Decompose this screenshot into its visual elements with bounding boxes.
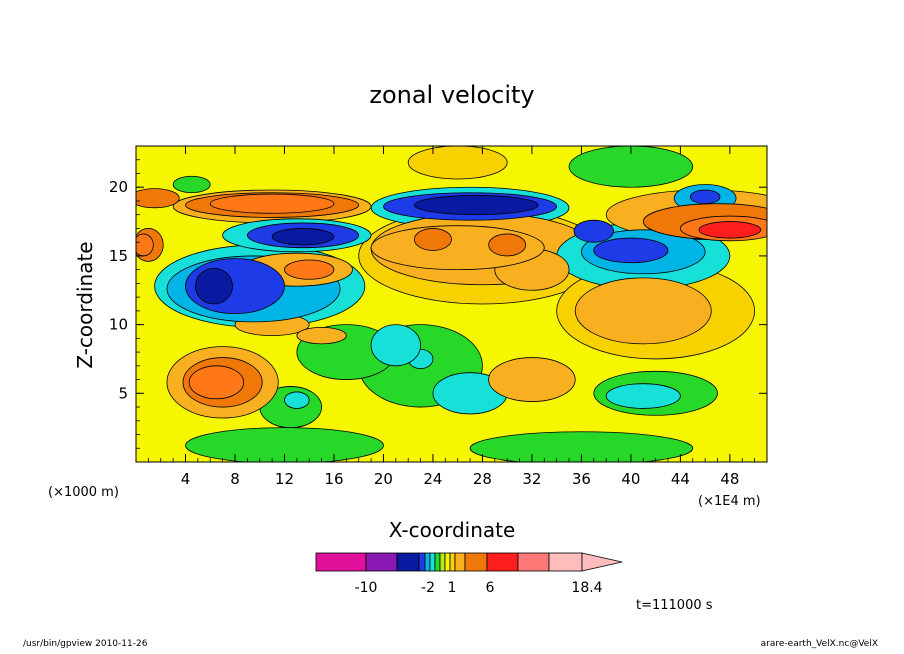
x-tick-label: 40 bbox=[621, 470, 640, 488]
contour-region-46 bbox=[689, 189, 721, 205]
x-tick-label: 12 bbox=[275, 470, 294, 488]
colorbar-swatch-2 bbox=[396, 552, 420, 572]
footer-left: /usr/bin/gpview 2010-11-26 bbox=[23, 639, 148, 649]
x-tick-label: 44 bbox=[671, 470, 690, 488]
contour-region-41 bbox=[413, 228, 452, 251]
contour-region-5 bbox=[469, 431, 694, 462]
x-tick-label: 48 bbox=[720, 470, 739, 488]
contour-region-15 bbox=[407, 146, 508, 180]
colorbar-swatch-10 bbox=[454, 552, 466, 572]
colorbar-label: -10 bbox=[355, 580, 378, 596]
x-tick-label: 32 bbox=[522, 470, 541, 488]
contour-region-4 bbox=[185, 427, 384, 462]
colorbar-swatch-9 bbox=[449, 552, 456, 572]
colorbar-swatch-1 bbox=[365, 552, 398, 572]
footer-right: arare-earth_VelX.nc@VelX bbox=[760, 639, 878, 649]
x-tick-label: 4 bbox=[181, 470, 191, 488]
colorbar-swatch-8 bbox=[444, 552, 451, 572]
contour-region-47 bbox=[188, 365, 245, 400]
colorbar-label: 1 bbox=[448, 580, 457, 596]
contour-region-25 bbox=[296, 326, 347, 345]
x-tick-label: 20 bbox=[374, 470, 393, 488]
colorbar-swatch-3 bbox=[418, 552, 426, 572]
x-tick-label: 16 bbox=[324, 470, 343, 488]
colorbar-label: 18.4 bbox=[571, 580, 602, 596]
contour-region-48 bbox=[194, 267, 233, 305]
colorbar-swatch-14 bbox=[548, 552, 583, 572]
x-tick-label: 28 bbox=[473, 470, 492, 488]
contour-region-53 bbox=[413, 195, 539, 216]
y-axis: 5 10 15 20 bbox=[109, 159, 767, 449]
colorbar-swatch-5 bbox=[429, 552, 436, 572]
velocity-field bbox=[136, 146, 767, 462]
colorbar-swatch-6 bbox=[434, 552, 441, 572]
y-tick-label: 20 bbox=[109, 178, 128, 196]
x-unit-left: (×1000 m) bbox=[48, 485, 119, 500]
plot-frame bbox=[135, 145, 768, 463]
contour-region-6 bbox=[568, 146, 694, 188]
x-axis: 4 8 12 16 20 24 28 32 36 40 44 48 bbox=[147, 146, 756, 488]
contour-region-7 bbox=[172, 175, 211, 194]
colorbar: -10 -2 1 6 18.4 bbox=[315, 552, 623, 596]
x-tick-label: 8 bbox=[230, 470, 240, 488]
contour-region-44 bbox=[593, 237, 669, 264]
colorbar-swatch-0 bbox=[315, 552, 367, 572]
contour-region-50 bbox=[209, 193, 335, 214]
x-unit-right: (×1E4 m) bbox=[698, 494, 761, 509]
y-tick-label: 5 bbox=[118, 384, 128, 402]
colorbar-swatch-11 bbox=[464, 552, 488, 572]
plot-area bbox=[135, 145, 768, 463]
contour-region-51 bbox=[271, 228, 335, 246]
colorbar-label: 6 bbox=[486, 580, 495, 596]
colorbar-label: -2 bbox=[421, 580, 435, 596]
x-tick-label: 36 bbox=[572, 470, 591, 488]
contour-region-22 bbox=[574, 277, 712, 345]
contour-region-23 bbox=[488, 357, 576, 402]
y-tick-label: 15 bbox=[109, 247, 128, 265]
y-axis-label: Z-coordinate bbox=[73, 241, 97, 368]
colorbar-swatch-7 bbox=[439, 552, 446, 572]
y-tick-label: 10 bbox=[109, 316, 128, 334]
colorbar-swatch-12 bbox=[486, 552, 519, 572]
x-axis-label: X-coordinate bbox=[389, 518, 516, 542]
colorbar-swatch-4 bbox=[424, 552, 431, 572]
chart-title: zonal velocity bbox=[369, 81, 534, 109]
contour-region-42 bbox=[488, 233, 527, 257]
contour-region-13 bbox=[370, 324, 421, 367]
contour-region-10 bbox=[605, 383, 681, 409]
contour-region-45 bbox=[573, 219, 614, 243]
time-label: t=111000 s bbox=[636, 598, 713, 613]
x-tick-label: 24 bbox=[423, 470, 442, 488]
contour-region-14 bbox=[284, 391, 310, 409]
colorbar-extension-arrow bbox=[581, 552, 623, 572]
contour-region-49 bbox=[284, 259, 335, 280]
colorbar-swatch-13 bbox=[517, 552, 550, 572]
contour-region-55 bbox=[698, 221, 762, 239]
contour-region-39 bbox=[136, 188, 180, 209]
